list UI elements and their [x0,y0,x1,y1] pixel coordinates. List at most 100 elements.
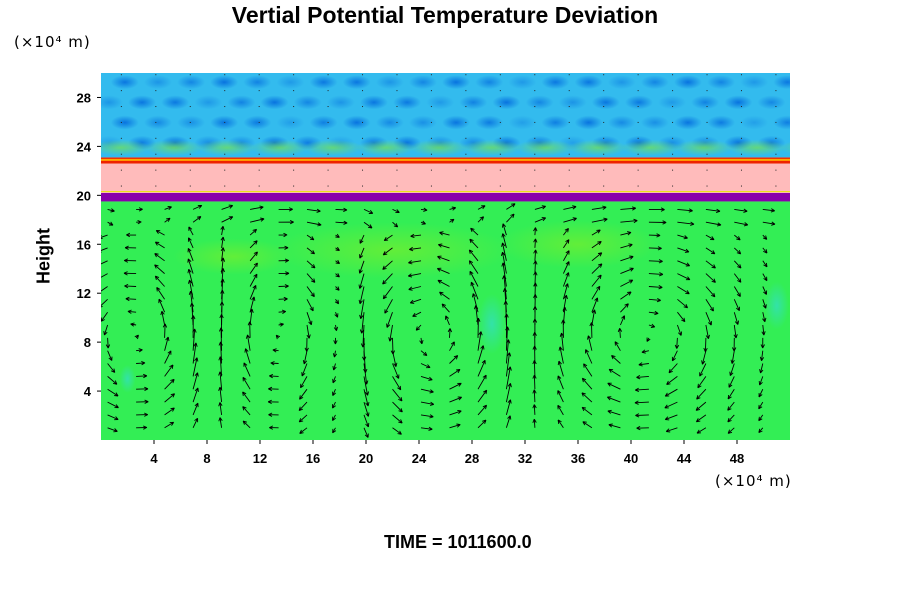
grid-dot-34 [603,169,605,171]
grid-dot-39 [775,169,777,171]
grid-dot-148 [396,74,398,76]
vector-arrow-401 [591,217,608,223]
vector-arrow-49 [136,399,149,404]
grid-dot-15 [637,185,639,187]
grid-dot-114 [603,106,605,108]
grid-dot-86 [327,121,329,123]
vector-arrow-64 [557,390,564,403]
vector-arrow-37 [477,404,488,416]
grid-dot-111 [499,106,501,108]
wave-blob-80 [574,75,603,90]
wave-blob-70 [243,75,272,90]
x-tick-label-2: 12 [253,451,267,466]
vector-arrow-393 [363,221,373,229]
grid-dot-32 [534,169,536,171]
vector-arrow-82 [392,388,403,402]
vector-arrow-139 [638,362,649,367]
grid-dot-21 [155,169,157,171]
vector-arrow-321 [358,260,365,274]
grid-dot-80 [120,121,122,123]
vector-arrow-351 [533,238,538,248]
x-tick-label-11: 48 [730,451,744,466]
vector-arrow-92 [664,388,678,397]
vector-arrow-127 [301,363,308,377]
vector-arrow-137 [585,349,593,364]
wave-blob-68 [177,75,206,90]
vector-arrow-400 [563,217,577,223]
vector-arrow-330 [620,255,634,262]
vector-arrow-11 [420,426,433,431]
vector-arrow-408 [107,208,115,213]
vector-arrow-106 [392,376,402,391]
grid-dot-110 [465,106,467,108]
vector-arrow-178 [390,337,396,355]
grid-dot-64 [258,137,260,139]
vector-arrow-22 [727,427,735,434]
vector-arrow-287 [762,286,768,295]
grid-dot-85 [293,121,295,123]
x-tick-label-5: 24 [412,451,427,466]
wave-blob-28 [309,115,338,130]
vector-arrow-260 [677,298,689,309]
vector-arrow-331 [648,259,663,264]
vector-arrow-6 [269,425,279,430]
wave-blob-62 [691,95,720,110]
grid-dot-123 [224,90,226,92]
vector-arrow-374 [501,223,507,236]
vector-arrow-310 [733,273,742,283]
vector-arrow-119 [758,376,764,386]
vector-arrow-211 [648,323,656,328]
vector-arrow-140 [668,363,678,374]
grid-dot-18 [740,185,742,187]
grid-dot-57 [706,153,708,155]
wave-blob-35 [541,115,570,130]
wave-blob-73 [342,75,371,90]
vector-arrow-31 [298,414,308,423]
vector-arrow-26 [164,407,175,416]
vector-arrow-417 [363,208,374,214]
vector-arrow-404 [677,221,695,226]
vector-arrow-57 [363,401,370,417]
vector-arrow-138 [611,354,621,364]
vector-arrow-266 [154,275,165,287]
vector-arrow-284 [677,286,690,295]
vector-arrow-41 [581,406,593,416]
vector-arrow-45 [695,414,707,423]
vector-arrow-108 [449,368,461,377]
vector-arrow-215 [761,324,766,336]
vector-arrow-65 [581,392,593,403]
vector-arrow-394 [392,221,399,228]
vector-arrow-414 [278,207,293,212]
vector-arrow-343 [306,247,316,255]
vector-arrow-212 [676,324,683,336]
wave-blob-86 [773,75,790,90]
vector-arrow-288 [101,273,108,278]
grid-dot-122 [189,90,191,92]
vector-arrow-296 [335,273,340,278]
grid-dot-20 [120,169,122,171]
wave-blob-72 [309,75,338,90]
vector-arrow-293 [249,262,258,274]
vector-arrow-294 [278,271,290,276]
vector-arrow-349 [469,238,479,249]
vector-arrow-265 [124,283,137,289]
grid-dot-93 [568,121,570,123]
vector-arrow-94 [727,388,735,400]
grid-dot-104 [258,106,260,108]
grid-dot-136 [672,90,674,92]
wave-blob-21 [791,136,819,150]
vector-arrow-359 [762,247,768,254]
grid-dot-75 [637,137,639,139]
layer-band-2 [101,163,790,193]
grid-dot-121 [155,90,157,92]
x-tick-label-4: 20 [359,451,373,466]
vector-arrow-27 [192,402,199,416]
grid-dot-146 [327,74,329,76]
vector-arrow-373 [470,227,479,236]
vector-arrow-405 [705,221,722,227]
vector-arrow-38 [505,399,512,416]
grid-dot-19 [775,185,777,187]
vector-arrow-126 [270,361,279,366]
grid-dot-153 [568,74,570,76]
vector-arrow-298 [382,273,393,285]
